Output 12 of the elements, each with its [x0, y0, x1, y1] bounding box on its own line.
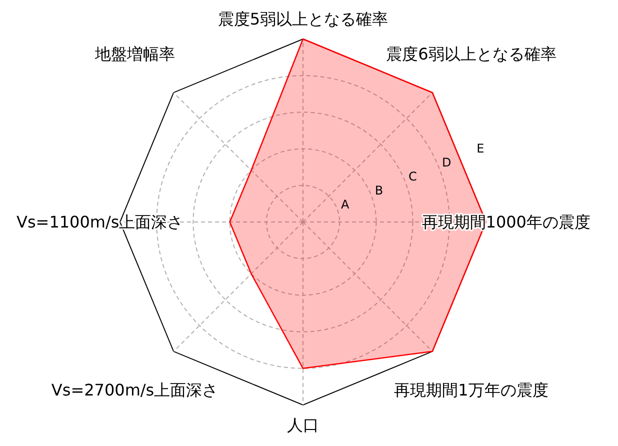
spoke-label: 震度6弱以上となる確率: [386, 44, 556, 64]
spoke-label: Vs=2700m/s上面深さ: [51, 380, 218, 400]
spoke-label: 震度5弱以上となる確率: [218, 9, 388, 28]
y-tick-label: A: [341, 198, 350, 212]
y-tick-label: D: [442, 156, 452, 170]
y-tick-label: E: [476, 142, 484, 156]
y-tick-label: B: [374, 184, 384, 198]
spoke-label: 地盤増幅率: [94, 44, 175, 64]
spoke-label: 再現期間1000年の震度: [422, 212, 590, 232]
y-tick-label: C: [408, 170, 417, 184]
spoke-label: 再現期間1万年の震度: [394, 380, 548, 400]
spoke-label: 人口: [287, 416, 319, 435]
